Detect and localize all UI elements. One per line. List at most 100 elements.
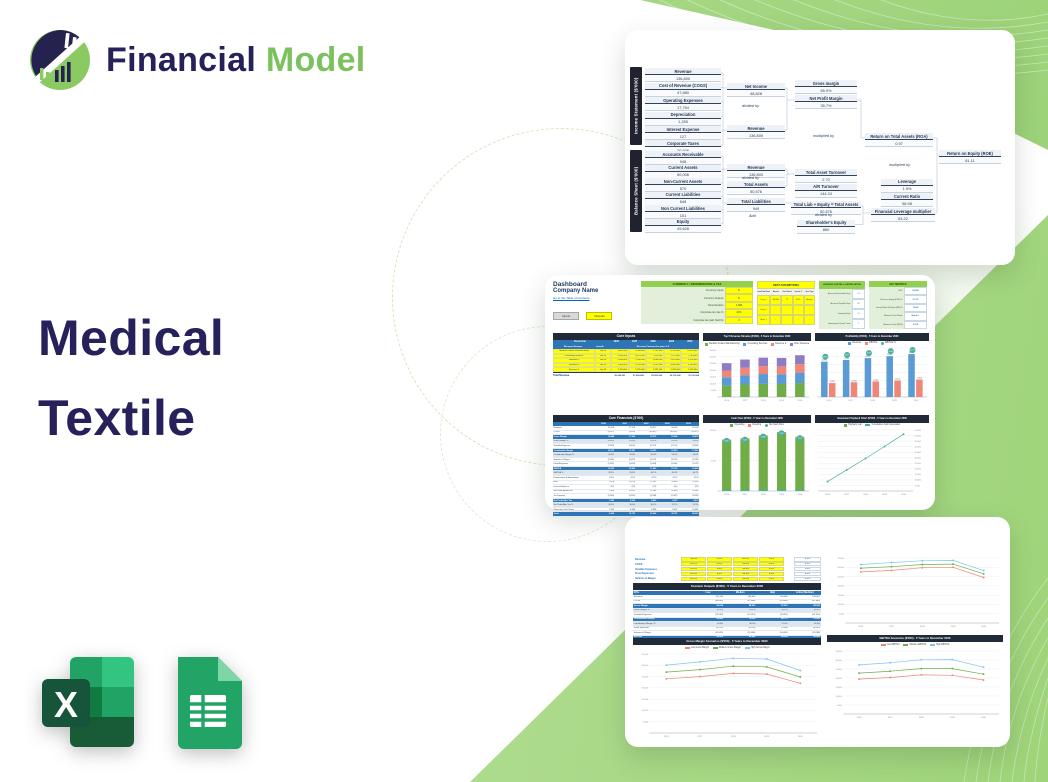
multiplied-by-op: multiplied by [813,134,835,138]
flow-box-equity: Equity 49,628 [645,218,721,233]
assumption-rows: Revenue -10.0% 0.0% 10.0% 0.0% 0.0% COGS… [635,557,821,582]
profitability-legend: Revenue EBITDA EBITDA % [815,341,929,345]
svg-text:2026: 2026 [826,400,832,402]
svg-text:30,000: 30,000 [710,357,717,359]
payback-title: Investment Payback Chart ($'000) - 5 Yea… [815,415,929,423]
debt-assumptions-section: DEBT ASSUMPTIONS Loan/Debt Name Amount T… [757,281,816,329]
svg-text:20,000: 20,000 [836,678,843,680]
svg-text:8,721: 8,721 [798,438,802,440]
top5-revenue-chart: 5,000 10,000 15,000 20,000 25,000 30,000 35,00… [703,347,811,403]
svg-text:2029: 2029 [764,736,770,738]
svg-text:5,000: 5,000 [839,614,845,616]
dashboard-header: Dashboard Company Name Go to the Table o… [553,281,637,322]
ebitda-legend: Low EBITDA Medium EBITDA High EBITDA [827,643,1003,647]
total-revenue-row: Total Revenue 25,200,000 27,900,000 29,3… [553,371,699,379]
table-row: Revenue 123,120 136,800 150,480 136,800 [633,595,821,600]
page-title: Medical Textile [38,298,224,458]
flowchart-connectors [721,72,939,225]
svg-text:35,000: 35,000 [915,452,922,454]
svg-text:2030: 2030 [981,626,987,628]
top5-revenue-title: Top 5 Revenue Streams ($'000) - 5 Years … [703,333,811,341]
table-row: Gross Margin % 65.0% 65.0% 65.0% 65.0% [633,608,821,613]
svg-text:40,000: 40,000 [915,446,922,448]
currency-tax-title: CURRENCY / DENOMINATION & TAX [641,281,753,287]
svg-text:25,000: 25,000 [710,363,717,365]
flow-box-current-liabilities: Current Liabilities 848 [645,191,721,206]
debt-columns: Loan/Debt Name Amount Term Months Intere… [757,289,815,295]
flow-box-total-assets: Total Assets 50,576 [727,181,785,196]
svg-text:2030: 2030 [797,400,803,402]
flow-box-total-asset-turnover: Total Asset Turnover 2.70 [795,169,857,184]
svg-text:9,497: 9,497 [780,433,784,435]
svg-text:2030: 2030 [981,717,987,719]
flow-box-net-profit-margin: Net Profit Margin 35.7% [795,95,857,110]
multiplied-by-op: multiplied by [889,163,911,167]
table-row: COGS 10.0% 0.0% -10.0% 0.0% 0.0% [635,561,821,567]
svg-text:28,577: 28,577 [865,356,870,358]
cash-flow-chart: 5,000 10,000 2026 2027 2028 2029 2030 8,266 8,46… [703,427,811,497]
svg-text:35,000: 35,000 [838,558,845,560]
table-of-contents-link[interactable]: Go to the Table of Contents [553,295,590,300]
table-row: Variable Expenses 10.0% 0.0% -10.0% 0.0%… [635,566,821,572]
brand-name-primary: Financial [106,40,257,79]
outputs-button[interactable]: Outputs [586,311,613,320]
minus-op: - [682,122,684,126]
svg-text:50,000: 50,000 [915,435,922,437]
flow-box-opex: Operating Expenses 17,754 [645,97,721,112]
table-row: COGS (9,072) (9,526) (10,002) (10,502) (… [553,431,699,436]
table-row: Contribution Margin 66,485 76,608 86,731… [633,617,821,622]
cash-flow-title: Cash Flow ($'000) - 5 Years to December … [703,415,811,423]
table-row: Corporate tax paid, Months 3 [641,316,753,324]
table-row: Grant_1 - - - - [757,315,816,325]
svg-text:2029: 2029 [951,626,957,628]
minus-op: - [682,78,684,83]
svg-text:10,000: 10,000 [836,696,843,698]
brand-name-secondary: Model [265,40,366,79]
svg-text:20,000: 20,000 [710,370,717,372]
table-row: Net Profit After Tax 7,863 8,335 8,832 9… [553,498,699,504]
cash-flow-legend: Operating Investing Net Cash Flow [703,423,811,427]
table-row: Gross Margin 16,848 17,690 18,575 19,504… [553,435,699,440]
currency-tax-section: CURRENCY / DENOMINATION & TAX Currency I… [641,281,753,329]
svg-text:10,000: 10,000 [710,383,717,385]
svg-text:2027: 2027 [697,736,703,738]
table-row: Depreciation & Amortization (257) (257) … [553,476,699,481]
table-row: Loan_2 - - - - [757,305,816,315]
flow-box-depreciation: Depreciation 1,285 [645,111,721,126]
svg-text:5,000: 5,000 [711,460,717,462]
svg-text:2030: 2030 [798,736,804,738]
table-row: Depreciation Period, Years 5 [819,319,865,329]
fiscal-year-row: Fiscal Year 2026 2027 2028 2029 2030 [553,340,699,345]
table-row: Contribution Margin 14,515 15,241 16,003… [553,448,699,454]
scenario-outputs-table: KPIs Low Medium High Active (Medium) Rev… [633,591,821,645]
svg-text:5,000: 5,000 [915,485,921,487]
brand-logo: Financial Model [28,28,366,92]
svg-text:25,000: 25,000 [915,463,922,465]
svg-text:X: X [54,684,78,725]
svg-text:2029: 2029 [779,400,785,402]
svg-text:10,235: 10,235 [830,381,835,383]
flow-box-ar-turnover: A/R Turnover 144.24 [795,183,857,198]
key-metrics-rows: NPV 65,842 Return on Equity (ROE) % 61.1… [869,287,927,329]
ebitda-chart: 5,000 10,000 15,000 20,000 25,000 30,000 35,00… [829,648,1001,720]
inputs-button[interactable]: Inputs [553,311,579,320]
svg-text:30,006: 30,006 [887,354,892,356]
flow-box-non-current-liabilities: Non Current Liabilities 101 [645,205,721,220]
flow-box-roe: Return on Equity (ROE) 61.11 [939,150,1001,165]
balance-sheet-section-label: Balance Sheet ($'000) [630,150,642,232]
svg-text:30,000: 30,000 [838,567,845,569]
svg-text:25,000: 25,000 [642,676,649,678]
minus-op: - [682,136,684,141]
divided-by-op: divided by [815,213,833,217]
table-row: Variable Expenses (13,543) (12,312) (11,… [633,613,821,618]
table-row: Accounts Receivable Days 14 [819,289,865,299]
svg-text:2026: 2026 [724,494,730,496]
table-row: Fixed Expenses 10.0% 0.0% -10.0% 0.0% 0.… [635,571,821,577]
minus-op: - [682,93,684,97]
profitability-title: Profitability ($'000) - 5 Years to Decem… [815,333,929,341]
svg-text:20,000: 20,000 [915,469,922,471]
svg-text:2030: 2030 [914,400,920,402]
svg-text:40.1%: 40.1% [867,353,872,355]
svg-text:25,000: 25,000 [836,669,843,671]
table-row: Denomination 1,000 [641,301,753,310]
